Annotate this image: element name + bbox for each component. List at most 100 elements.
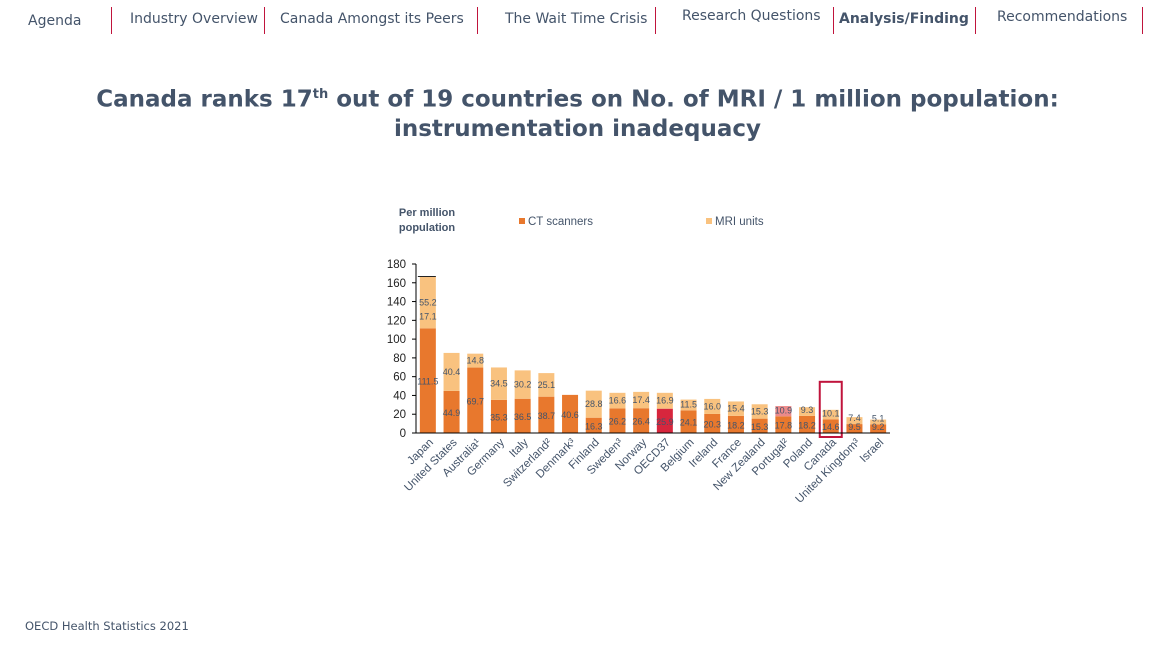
bar-ct-scanners — [585, 417, 602, 433]
nav-divider — [264, 7, 265, 34]
data-label-ct: 15.3 — [751, 422, 769, 432]
data-label-ct: 69.7 — [466, 396, 484, 406]
data-label-mri: 17.4 — [632, 395, 650, 405]
bar-mri-units — [490, 367, 507, 400]
data-label-ct: 20.3 — [703, 419, 721, 429]
tab-industry-overview[interactable]: Industry Overview — [130, 11, 258, 27]
nav-divider — [833, 7, 834, 34]
legend-swatch-mri — [706, 218, 712, 224]
data-label-ct: 26.4 — [632, 417, 650, 427]
bar-ct-scanners — [514, 398, 531, 433]
bar-ct-scanners — [490, 399, 507, 433]
legend-swatch-ct — [519, 218, 525, 224]
bar-ct-scanners — [443, 390, 460, 433]
x-category-label: Israel — [858, 437, 886, 465]
data-label-ct: 16.3 — [585, 421, 603, 431]
title-text-rest: out of 19 countries on No. of MRI / 1 mi… — [328, 86, 1059, 142]
nav-divider — [111, 7, 112, 34]
nav-divider — [477, 7, 478, 34]
data-label-ct: 24.1 — [680, 418, 698, 428]
data-label-ct: 17.8 — [775, 421, 793, 431]
tab-canada-amongst-peers[interactable]: Canada Amongst its Peers — [280, 11, 464, 27]
y-tick-label: 120 — [387, 315, 406, 327]
bar-mri-units — [419, 276, 436, 329]
data-label-ct: 35.3 — [490, 412, 508, 422]
bar-ct-scanners — [467, 367, 484, 433]
bar-mri-units — [822, 409, 839, 420]
data-label-mri: 9.3 — [801, 405, 814, 415]
data-label-ct: 111.5 — [417, 377, 438, 387]
y-tick-label: 80 — [393, 353, 406, 365]
bar-mri-units — [704, 398, 721, 414]
legend-label-mri: MRI units — [715, 216, 764, 228]
bar-mri-units — [680, 399, 697, 411]
tab-recommendations[interactable]: Recommendations — [997, 9, 1128, 25]
tab-agenda[interactable]: Agenda — [28, 13, 82, 29]
bar-ct-scanners — [419, 328, 436, 433]
data-label-mri: 30.2 — [514, 380, 532, 390]
bar-mri-units — [514, 370, 531, 399]
bar-mri-units — [656, 392, 673, 409]
y-tick-label: 0 — [400, 428, 406, 440]
data-label-ct: 9.5 — [848, 422, 861, 432]
tab-wait-time-crisis[interactable]: The Wait Time Crisis — [505, 11, 648, 27]
data-label-ct: 18.2 — [727, 420, 745, 430]
bar-ct-scanners — [680, 410, 697, 433]
bar-mri-units — [443, 352, 460, 391]
title-superscript: th — [312, 87, 329, 102]
y-tick-label: 160 — [387, 278, 406, 290]
bar-mri-units — [633, 391, 650, 409]
data-label-ct: 25.9 — [656, 417, 674, 427]
bar-mri-units — [467, 353, 484, 368]
bar-mri-units — [538, 373, 555, 397]
bar-mri-units — [585, 390, 602, 418]
y-tick-label: 20 — [393, 409, 406, 421]
bar-ct-scanners — [656, 408, 673, 433]
data-label-mri: 7.4 — [848, 413, 861, 423]
bar-mri-units — [775, 406, 792, 417]
data-label-mri: 34.5 — [490, 379, 508, 389]
bar-mri-units — [799, 407, 816, 416]
bar-ct-scanners — [727, 415, 744, 433]
bar-ct-scanners — [799, 415, 816, 433]
data-label-mri: 25.1 — [538, 380, 556, 390]
data-label-ct: 40.6 — [561, 410, 579, 420]
data-label-ct: 38.7 — [538, 411, 556, 421]
bar-ct-scanners — [775, 416, 792, 433]
bar-mri-units — [727, 401, 744, 416]
y-tick-label: 180 — [387, 259, 406, 271]
nav-divider — [1142, 7, 1143, 34]
bar-ct-scanners — [846, 424, 863, 433]
bar-ct-scanners — [562, 394, 579, 433]
bar-ct-scanners — [751, 418, 768, 433]
bar-ct-scanners — [870, 424, 887, 433]
data-label-extra: 17.1 — [419, 312, 437, 322]
data-label-ct: 9.2 — [872, 422, 885, 432]
y-tick-label: 140 — [387, 297, 406, 309]
bar-mri-units — [609, 392, 626, 409]
data-label-ct: 44.9 — [443, 408, 461, 418]
tab-research-questions[interactable]: Research Questions — [682, 8, 821, 24]
data-label-mri: 10.9 — [775, 405, 793, 415]
nav-divider — [655, 7, 656, 34]
data-label-mri: 15.3 — [751, 406, 769, 416]
data-label-mri: 5.1 — [872, 413, 885, 423]
bar-ct-scanners — [538, 396, 555, 433]
bar-ct-scanners — [822, 419, 839, 433]
y-tick-label: 60 — [393, 372, 406, 384]
canada-highlight-box — [818, 380, 843, 439]
data-label-mri: 15.4 — [727, 404, 745, 414]
data-label-mri: 40.4 — [443, 367, 461, 377]
bar-ct-scanners — [704, 413, 721, 433]
y-unit-label-line1: Per million — [399, 207, 456, 219]
legend-label-ct: CT scanners — [528, 216, 593, 228]
data-label-mri: 11.5 — [680, 399, 697, 409]
data-label-ct: 18.2 — [798, 420, 816, 430]
bar-mri-units — [751, 404, 768, 419]
bar-mri-units — [870, 419, 887, 425]
data-label-mri: 10.1 — [822, 408, 840, 418]
data-label-mri: 55.2 — [419, 297, 437, 307]
tab-analysis-finding[interactable]: Analysis/Finding — [839, 11, 969, 27]
y-unit-label-line2: population — [399, 222, 455, 234]
